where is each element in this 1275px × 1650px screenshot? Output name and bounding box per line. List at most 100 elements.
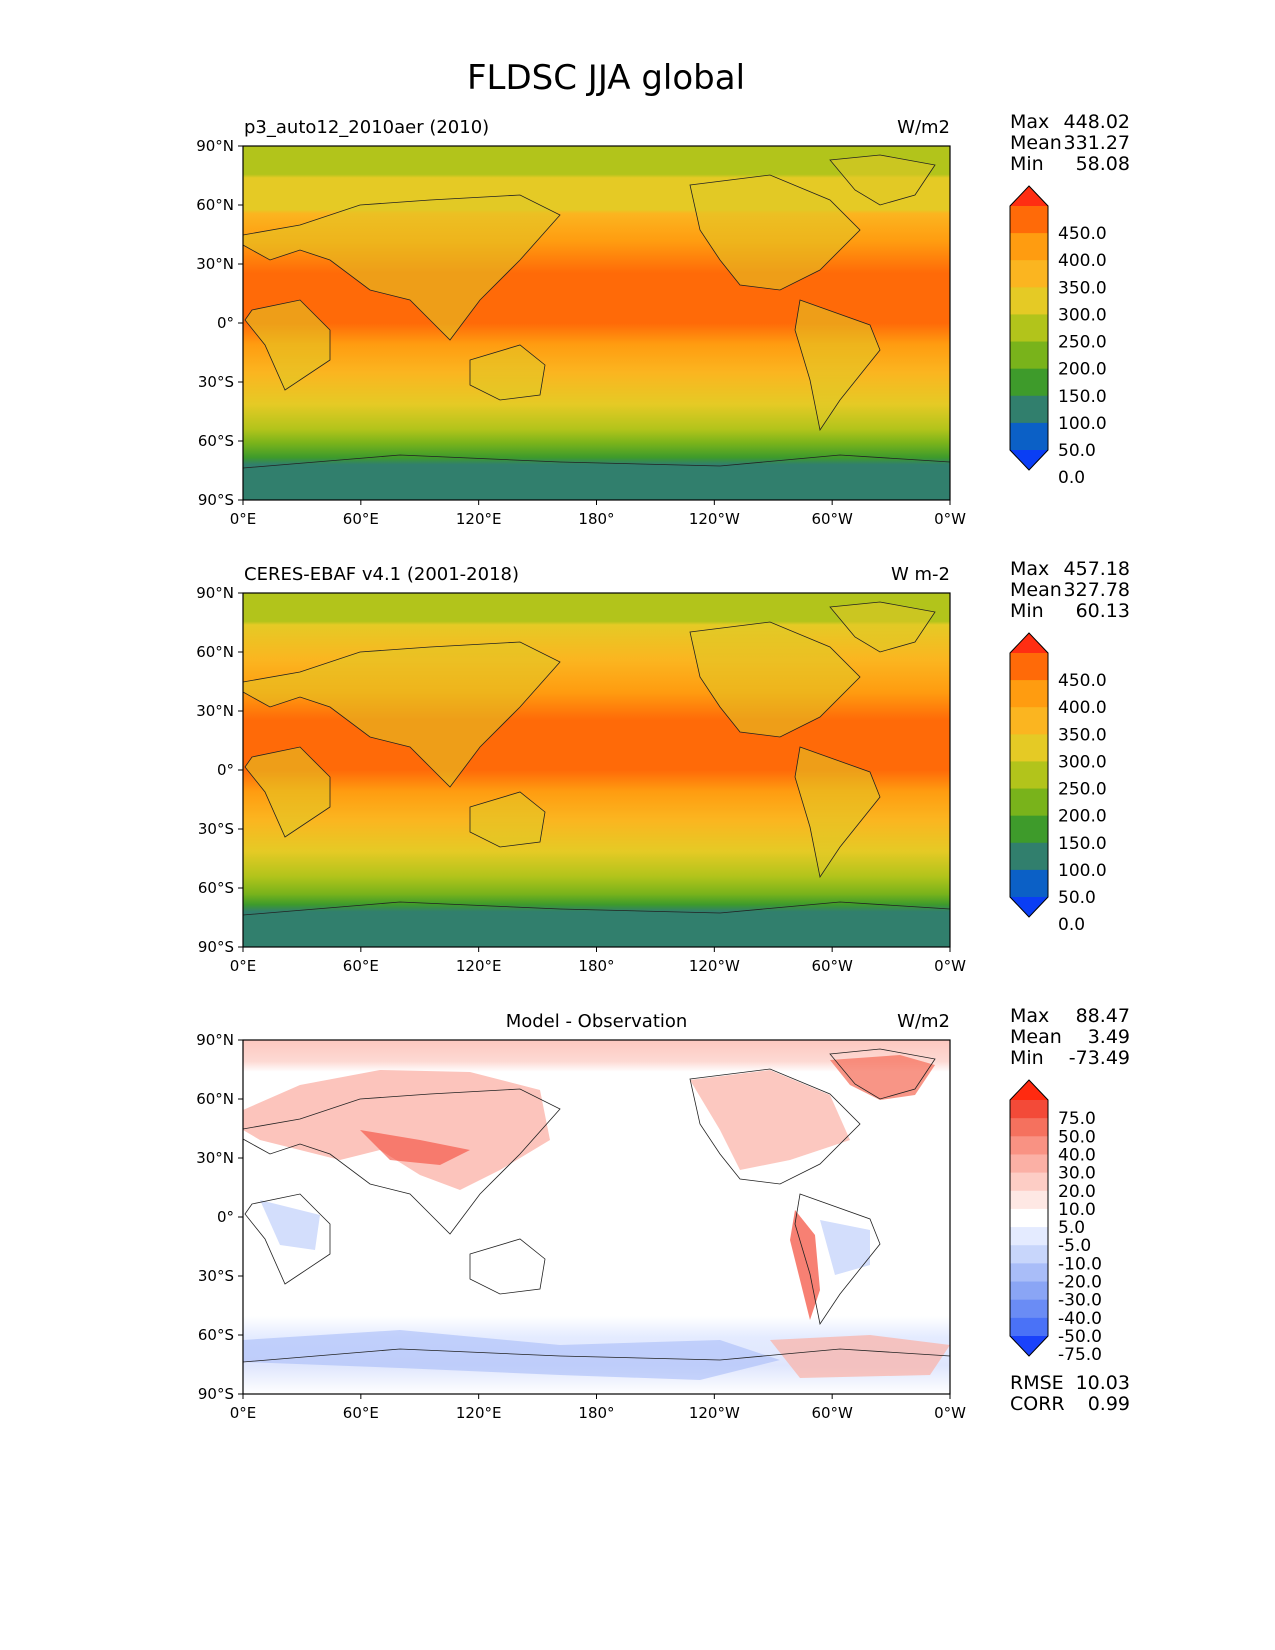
continents-obs <box>242 601 951 916</box>
y-tick-label: 90°S <box>198 491 234 509</box>
y-tick-label: 30°S <box>198 820 234 838</box>
colorbar-extend-max <box>1010 186 1048 206</box>
panel-units: W/m2 <box>897 117 950 138</box>
colorbar-band <box>1010 314 1048 343</box>
stat-label: Mean <box>1010 579 1062 601</box>
stat-label: Min <box>1010 600 1044 622</box>
x-tick-label: 180° <box>578 1404 614 1422</box>
panel-units: W m-2 <box>891 564 950 585</box>
colorbar-band <box>1010 1154 1048 1174</box>
x-tick-label: 0°E <box>230 957 257 975</box>
colorbar-level-label: 40.0 <box>1058 1145 1096 1165</box>
colorbar <box>1009 185 1049 471</box>
colorbar-level-label: 400.0 <box>1058 251 1107 271</box>
colorbar-level-label: 350.0 <box>1058 278 1107 298</box>
panel-left-title: p3_auto12_2010aer (2010) <box>244 117 489 138</box>
colorbar-band <box>1010 1317 1048 1337</box>
colorbar-level-label: 150.0 <box>1058 387 1107 407</box>
y-tick-label: 60°N <box>196 643 234 661</box>
colorbar-band <box>1010 761 1048 790</box>
y-tick-label: 60°N <box>196 1090 234 1108</box>
stat-label: Mean <box>1010 132 1062 154</box>
colorbar-extend-min <box>1010 1336 1048 1356</box>
stat-label: Min <box>1010 153 1044 175</box>
y-tick-label: 60°S <box>198 432 234 450</box>
panel-center-title: Model - Observation <box>506 1011 688 1032</box>
colorbar-level-label: 75.0 <box>1058 1109 1096 1129</box>
colorbar-band <box>1010 368 1048 397</box>
colorbar-level-label: 300.0 <box>1058 752 1107 772</box>
colorbar-band <box>1010 707 1048 735</box>
colorbar-band <box>1010 788 1048 817</box>
colorbar-extend-max <box>1010 1080 1048 1100</box>
bottom-stat-value: 10.03 <box>1076 1372 1130 1394</box>
colorbar-level-label: 10.0 <box>1058 1200 1096 1220</box>
colorbar-level-label: -5.0 <box>1058 1236 1091 1256</box>
colorbar-level-label: 0.0 <box>1058 915 1085 935</box>
x-tick-label: 120°E <box>456 957 502 975</box>
colorbar-band <box>1010 287 1048 315</box>
stat-value: 60.13 <box>1076 600 1130 622</box>
stat-value: 88.47 <box>1076 1005 1130 1027</box>
panel-model <box>242 145 951 501</box>
x-tick-label: 60°W <box>811 510 853 528</box>
colorbar-level-label: -50.0 <box>1058 1327 1102 1347</box>
bottom-stat-label: CORR <box>1010 1393 1065 1415</box>
x-tick-label: 180° <box>578 957 614 975</box>
colorbar-level-label: 300.0 <box>1058 305 1107 325</box>
y-tick-label: 60°S <box>198 879 234 897</box>
x-tick-label: 0°E <box>230 1404 257 1422</box>
continents-diff <box>242 1048 951 1363</box>
stat-value: -73.49 <box>1069 1047 1130 1069</box>
stat-label: Min <box>1010 1047 1044 1069</box>
x-tick-label: 0°E <box>230 510 257 528</box>
colorbar-band <box>1010 1263 1048 1283</box>
bottom-stat-value: 0.99 <box>1088 1393 1130 1415</box>
colorbar-extend-max <box>1010 633 1048 653</box>
x-tick-label: 60°E <box>343 957 379 975</box>
x-tick-label: 120°W <box>689 1404 740 1422</box>
colorbar-level-label: 50.0 <box>1058 888 1096 908</box>
colorbar-level-label: -20.0 <box>1058 1273 1102 1293</box>
colorbar-level-label: 450.0 <box>1058 671 1107 691</box>
colorbar-level-label: 0.0 <box>1058 468 1085 488</box>
colorbar-band <box>1010 869 1048 898</box>
y-tick-label: 60°N <box>196 196 234 214</box>
y-tick-label: 60°S <box>198 1326 234 1344</box>
colorbar-band <box>1010 1136 1048 1155</box>
stat-value: 327.78 <box>1064 579 1130 601</box>
y-tick-label: 90°N <box>196 1031 234 1049</box>
colorbar-level-label: 250.0 <box>1058 333 1107 353</box>
colorbar-extend-min <box>1010 897 1048 917</box>
colorbar-level-label: 150.0 <box>1058 834 1107 854</box>
colorbar-band <box>1010 1118 1048 1137</box>
panel-obs <box>242 592 951 948</box>
colorbar-band <box>1010 341 1048 370</box>
y-tick-label: 30°N <box>196 1149 234 1167</box>
colorbar-band <box>1010 1299 1048 1319</box>
colorbar-band <box>1010 233 1048 261</box>
stat-label: Max <box>1010 558 1049 580</box>
diff-anomalies <box>243 1055 950 1380</box>
colorbar-level-label: -40.0 <box>1058 1309 1102 1329</box>
stat-value: 457.18 <box>1064 558 1130 580</box>
colorbar-level-label: 250.0 <box>1058 780 1107 800</box>
colorbar-band <box>1010 842 1048 871</box>
colorbar-level-label: 5.0 <box>1058 1218 1085 1238</box>
y-tick-label: 30°S <box>198 1267 234 1285</box>
x-tick-label: 180° <box>578 510 614 528</box>
y-tick-label: 0° <box>217 1208 234 1226</box>
y-tick-label: 90°N <box>196 584 234 602</box>
y-tick-label: 90°S <box>198 938 234 956</box>
colorbar-band <box>1010 422 1048 451</box>
x-tick-label: 120°E <box>456 510 502 528</box>
x-tick-label: 60°W <box>811 1404 853 1422</box>
colorbar-band <box>1010 260 1048 288</box>
x-tick-label: 60°E <box>343 1404 379 1422</box>
y-tick-label: 90°S <box>198 1385 234 1403</box>
x-tick-label: 120°E <box>456 1404 502 1422</box>
colorbar-level-label: 350.0 <box>1058 725 1107 745</box>
x-tick-label: 60°W <box>811 957 853 975</box>
colorbar-band <box>1010 206 1048 234</box>
colorbar-band <box>1010 680 1048 708</box>
